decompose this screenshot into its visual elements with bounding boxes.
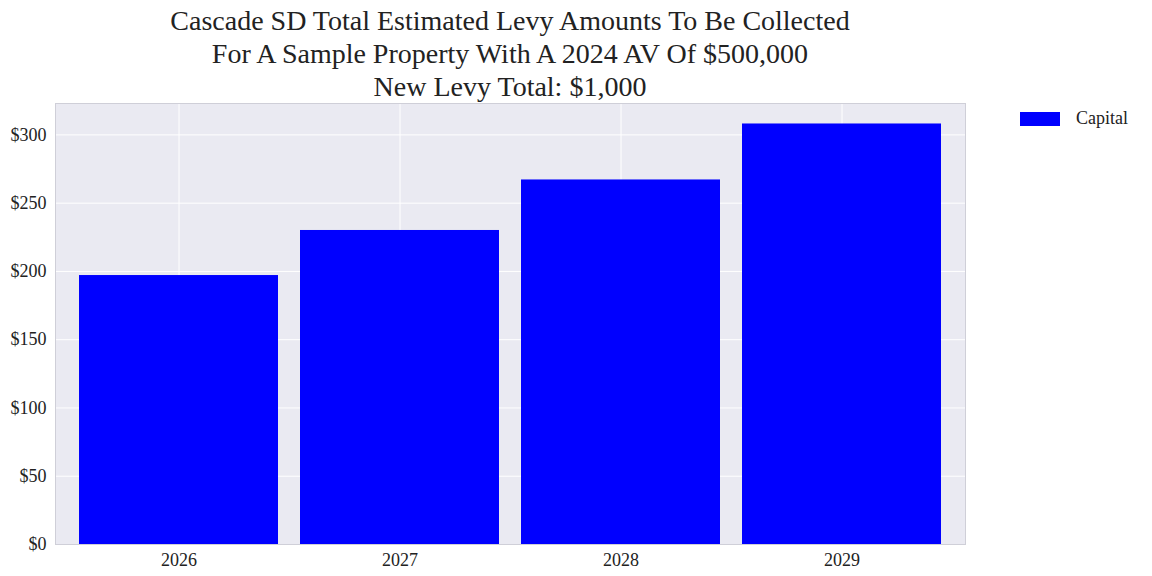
html-text:Cascade SD Total Estimated Lev: Cascade SD Total Estimated Levy Amounts … — [170, 5, 850, 102]
svg-text:$0: $0 — [29, 534, 47, 554]
svg-text:2026: 2026 — [161, 550, 197, 570]
svg-text:$200: $200 — [11, 261, 47, 281]
html-text:Capital: Capital — [1076, 108, 1128, 128]
svg-text:2027: 2027 — [382, 550, 418, 570]
svg-text:$50: $50 — [20, 466, 47, 486]
svg-text:2028: 2028 — [603, 550, 639, 570]
svg-text:$300: $300 — [11, 125, 47, 145]
svg-text:$100: $100 — [11, 398, 47, 418]
svg-text:$150: $150 — [11, 329, 47, 349]
svg-text:2029: 2029 — [824, 550, 860, 570]
svg-text:$250: $250 — [11, 193, 47, 213]
